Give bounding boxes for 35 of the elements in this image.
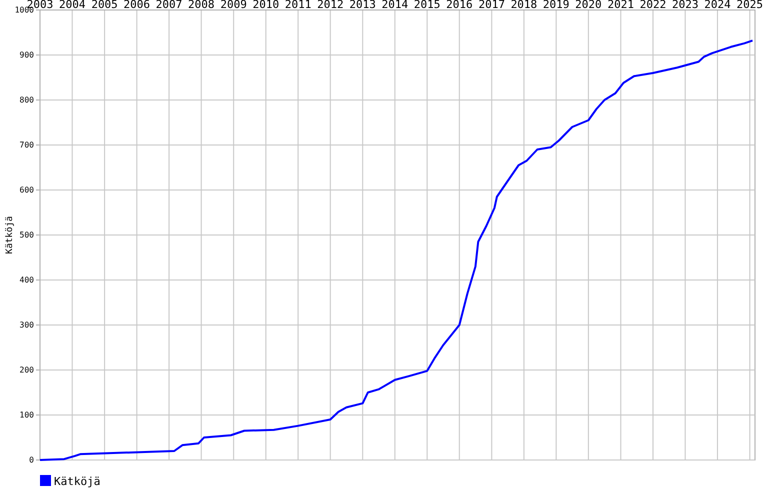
x-tick-label: 2021 xyxy=(607,0,634,11)
y-tick-label: 300 xyxy=(20,320,34,330)
x-tick-label: 2012 xyxy=(317,0,344,11)
x-tick-label: 2014 xyxy=(382,0,409,11)
x-tick-label: 2022 xyxy=(640,0,666,11)
y-axis-title: Kätköjä xyxy=(5,216,15,254)
y-tick-label: 400 xyxy=(20,276,34,285)
y-tick-label: 200 xyxy=(20,366,34,375)
x-tick-label: 2011 xyxy=(284,0,312,11)
x-tick-label: 2004 xyxy=(58,0,86,11)
line-series xyxy=(39,40,754,461)
x-tick-label: 2013 xyxy=(349,0,376,11)
x-tick-label: 2018 xyxy=(510,0,538,11)
y-tick-label: 700 xyxy=(20,140,34,150)
x-tick-label: 2010 xyxy=(252,0,280,11)
x-tick-label: 2015 xyxy=(414,0,440,11)
x-tick-label: 2023 xyxy=(672,0,698,11)
x-tick-label: 2017 xyxy=(478,0,505,11)
y-tick-label: 900 xyxy=(20,50,34,60)
x-tick-label: 2005 xyxy=(91,0,118,11)
x-tick-label: 2006 xyxy=(124,0,150,11)
x-tick-label: 2007 xyxy=(156,0,182,11)
legend-label: Kätköjä xyxy=(54,475,100,488)
y-tick-label: 500 xyxy=(20,230,34,240)
x-tick-label: 2016 xyxy=(446,0,473,11)
y-tick-label: 100 xyxy=(20,410,34,420)
x-tick-label: 2024 xyxy=(704,0,732,11)
y-tick-label: 0 xyxy=(29,456,34,465)
x-tick-label: 2009 xyxy=(220,0,247,11)
y-tick-label: 600 xyxy=(20,186,34,195)
x-tick-label: 2025 xyxy=(736,0,764,11)
x-tick-label: 2019 xyxy=(542,0,570,11)
y-tick-label: 800 xyxy=(20,96,34,105)
x-tick-label: 2020 xyxy=(575,0,602,11)
x-tick-label: 2008 xyxy=(188,0,215,11)
